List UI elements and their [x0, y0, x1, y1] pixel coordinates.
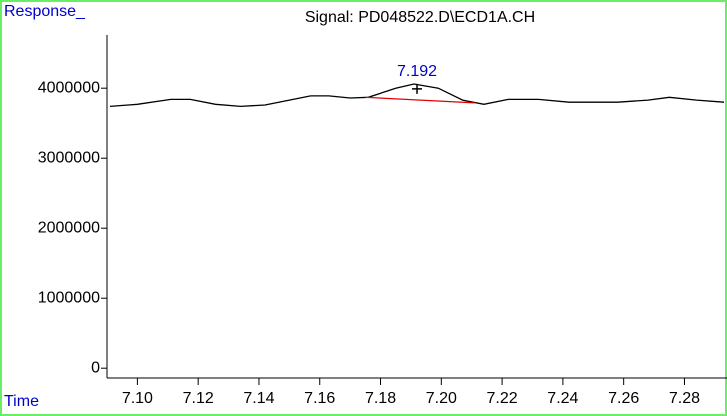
y-axis-label: Response_ [4, 3, 86, 20]
y-tick-label: 1000000 [38, 289, 100, 306]
x-tick-label: 7.10 [122, 390, 153, 407]
y-tick-label: 4000000 [38, 79, 100, 96]
x-tick-label: 7.16 [304, 390, 335, 407]
x-tick-label: 7.28 [669, 390, 700, 407]
x-tick-label: 7.26 [608, 390, 639, 407]
x-tick-label: 7.24 [547, 390, 578, 407]
x-tick-label: 7.14 [243, 390, 274, 407]
peak-label: 7.192 [397, 63, 437, 80]
x-axis-label: Time [4, 393, 39, 410]
peak-marker [412, 83, 422, 94]
y-tick-label: 3000000 [38, 149, 100, 166]
signal-line [109, 83, 725, 108]
y-tick-label: 0 [91, 359, 100, 376]
x-tick-label: 7.12 [183, 390, 214, 407]
y-tick-label: 2000000 [38, 219, 100, 236]
x-tick-label: 7.20 [426, 390, 457, 407]
x-tick-label: 7.22 [487, 390, 518, 407]
chart-title: Signal: PD048522.D\ECD1A.CH [305, 9, 535, 26]
baseline [365, 96, 475, 104]
x-tick-label: 7.18 [365, 390, 396, 407]
